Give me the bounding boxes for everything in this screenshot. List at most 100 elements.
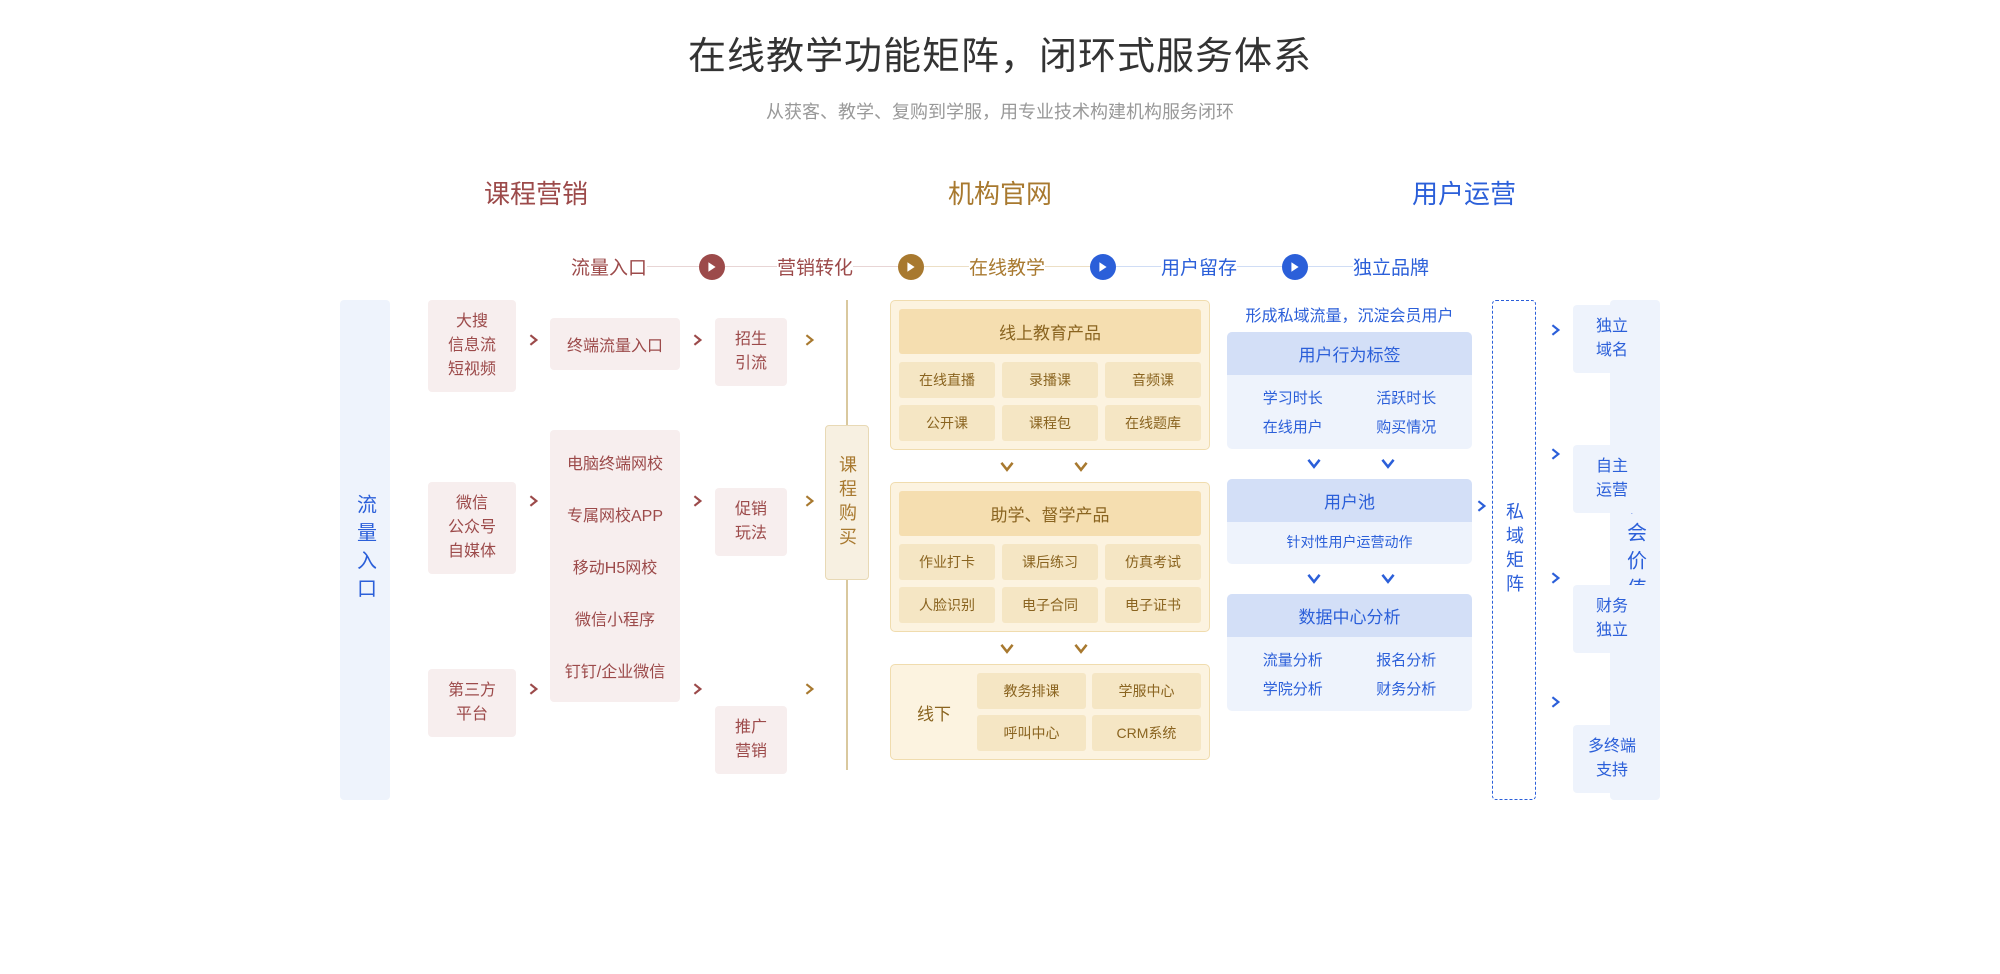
arrow-icon [898, 254, 924, 280]
cell-live: 在线直播 [899, 362, 995, 398]
stage-traffic: 流量入口 [571, 253, 647, 280]
arrow-icon [1090, 254, 1116, 280]
item-h5: 移动H5网校 [550, 540, 680, 592]
bar-traffic-entry: 流量入口 [340, 300, 390, 800]
cell-quiz: 在线题库 [1105, 405, 1201, 441]
ana-signup: 报名分析 [1355, 649, 1459, 670]
chevron-right-icon [1550, 572, 1562, 584]
col-marketing: 招生 引流 促销 玩法 推广 营销 [715, 318, 787, 774]
col-teaching: 线上教育产品 在线直播 录播课 音频课 公开课 课程包 在线题库 助学、督学产品… [890, 300, 1210, 760]
cell-audio: 音频课 [1105, 362, 1201, 398]
tag-study-time: 学习时长 [1241, 387, 1345, 408]
item-pc-school: 电脑终端网校 [550, 436, 680, 488]
block-study-products: 助学、督学产品 作业打卡 课后练习 仿真考试 人脸识别 电子合同 电子证书 [890, 482, 1210, 632]
hdr-study-products: 助学、督学产品 [899, 491, 1201, 536]
box-finance: 财务 独立 [1573, 585, 1651, 653]
box-promo: 促销 玩法 [715, 488, 787, 556]
block-user-pool: 用户池 针对性用户运营动作 [1227, 479, 1472, 564]
block-data-center: 数据中心分析 流量分析 报名分析 学院分析 财务分析 [1227, 594, 1472, 711]
stage-conversion: 营销转化 [777, 253, 853, 280]
terminal-stack: 电脑终端网校 专属网校APP 移动H5网校 微信小程序 钉钉/企业微信 [550, 430, 680, 702]
stage-retention: 用户留存 [1161, 253, 1237, 280]
tag-online-user: 在线用户 [1241, 416, 1345, 437]
lbl-offline: 线下 [899, 673, 969, 751]
hdr-user-tags: 用户行为标签 [1227, 332, 1472, 375]
hdr-online-products: 线上教育产品 [899, 309, 1201, 354]
cell-crm: CRM系统 [1092, 715, 1201, 751]
ana-finance: 财务分析 [1355, 678, 1459, 699]
cell-recorded: 录播课 [1002, 362, 1098, 398]
box-recruit: 招生 引流 [715, 318, 787, 386]
block-online-products: 线上教育产品 在线直播 录播课 音频课 公开课 课程包 在线题库 [890, 300, 1210, 450]
retention-caption: 形成私域流量，沉淀会员用户 [1227, 302, 1472, 326]
page-subtitle: 从获客、教学、复购到学服，用专业技术构建机构服务闭环 [0, 98, 2000, 124]
down-arrows [1307, 457, 1552, 471]
chevron-right-icon [804, 683, 816, 695]
col-terminals: 终端流量入口 电脑终端网校 专属网校APP 移动H5网校 微信小程序 钉钉/企业… [550, 318, 680, 702]
down-arrows [1307, 572, 1552, 586]
section-website: 机构官网 [948, 174, 1052, 211]
cell-open: 公开课 [899, 405, 995, 441]
chevron-right-icon [528, 683, 540, 695]
col-traffic-sources: 大搜 信息流 短视频 微信 公众号 自媒体 第三方 平台 [428, 300, 516, 832]
box-self-operate: 自主 运营 [1573, 445, 1651, 513]
col-retention: 形成私域流量，沉淀会员用户 用户行为标签 学习时长 活跃时长 在线用户 购买情况… [1227, 302, 1472, 725]
chevron-right-icon [804, 495, 816, 507]
arrow-icon [1282, 254, 1308, 280]
stage-teaching: 在线教学 [969, 253, 1045, 280]
header: 在线教学功能矩阵，闭环式服务体系 从获客、教学、复购到学服，用专业技术构建机构服… [0, 0, 2000, 124]
ana-school: 学院分析 [1241, 678, 1345, 699]
bar-private-domain: 私域矩阵 [1492, 300, 1536, 800]
chevron-right-icon [528, 334, 540, 346]
chevron-right-icon [1550, 696, 1562, 708]
cell-service: 学服中心 [1092, 673, 1201, 709]
bar-course-purchase: 课程购买 [825, 425, 869, 580]
block-user-tags: 用户行为标签 学习时长 活跃时长 在线用户 购买情况 [1227, 332, 1472, 449]
section-marketing: 课程营销 [484, 174, 588, 211]
box-search-feed: 大搜 信息流 短视频 [428, 300, 516, 392]
chevron-right-icon [1550, 324, 1562, 336]
cell-exercise: 课后练习 [1002, 544, 1098, 580]
box-wechat: 微信 公众号 自媒体 [428, 482, 516, 574]
item-dingtalk: 钉钉/企业微信 [550, 644, 680, 696]
cell-package: 课程包 [1002, 405, 1098, 441]
cell-cert: 电子证书 [1105, 587, 1201, 623]
box-terminal-entry: 终端流量入口 [550, 318, 680, 370]
stage-brand: 独立品牌 [1353, 253, 1429, 280]
cell-callcenter: 呼叫中心 [977, 715, 1086, 751]
page-title: 在线教学功能矩阵，闭环式服务体系 [0, 25, 2000, 80]
box-multiterminal: 多终端 支持 [1573, 725, 1651, 793]
item-app: 专属网校APP [550, 488, 680, 540]
section-titles: 课程营销 机构官网 用户运营 [0, 174, 2000, 211]
cell-homework: 作业打卡 [899, 544, 995, 580]
box-domain: 独立 域名 [1573, 305, 1651, 373]
user-pool-sub: 针对性用户运营动作 [1227, 522, 1472, 554]
chevron-right-icon [692, 495, 704, 507]
chevron-right-icon [692, 334, 704, 346]
bar-purchase-label: 课程购买 [834, 455, 860, 551]
block-offline: 线下 教务排课 学服中心 呼叫中心 CRM系统 [890, 664, 1210, 760]
cell-exam: 仿真考试 [1105, 544, 1201, 580]
item-miniprogram: 微信小程序 [550, 592, 680, 644]
box-spread: 推广 营销 [715, 706, 787, 774]
chevron-right-icon [528, 495, 540, 507]
bar-traffic-label: 流量入口 [351, 494, 380, 606]
arrow-icon [699, 254, 725, 280]
tag-purchase: 购买情况 [1355, 416, 1459, 437]
ana-traffic: 流量分析 [1241, 649, 1345, 670]
stage-row: 流量入口 营销转化 在线教学 用户留存 独立品牌 [0, 253, 2000, 280]
section-operations: 用户运营 [1412, 174, 1516, 211]
cell-face: 人脸识别 [899, 587, 995, 623]
chevron-right-icon [1476, 500, 1488, 512]
chevron-right-icon [692, 683, 704, 695]
tag-active-time: 活跃时长 [1355, 387, 1459, 408]
diagram-area: 流量入口 社会价值 课程购买 私域矩阵 大搜 信息流 短视频 微信 公众号 自媒… [260, 300, 1740, 900]
chevron-right-icon [1550, 448, 1562, 460]
chevron-right-icon [804, 334, 816, 346]
col-independent-brand: 独立 域名 自主 运营 财务 独立 多终端 支持 [1573, 305, 1651, 793]
cell-schedule: 教务排课 [977, 673, 1086, 709]
cell-contract: 电子合同 [1002, 587, 1098, 623]
hdr-user-pool: 用户池 [1227, 479, 1472, 522]
box-thirdparty: 第三方 平台 [428, 669, 516, 737]
hdr-data-center: 数据中心分析 [1227, 594, 1472, 637]
